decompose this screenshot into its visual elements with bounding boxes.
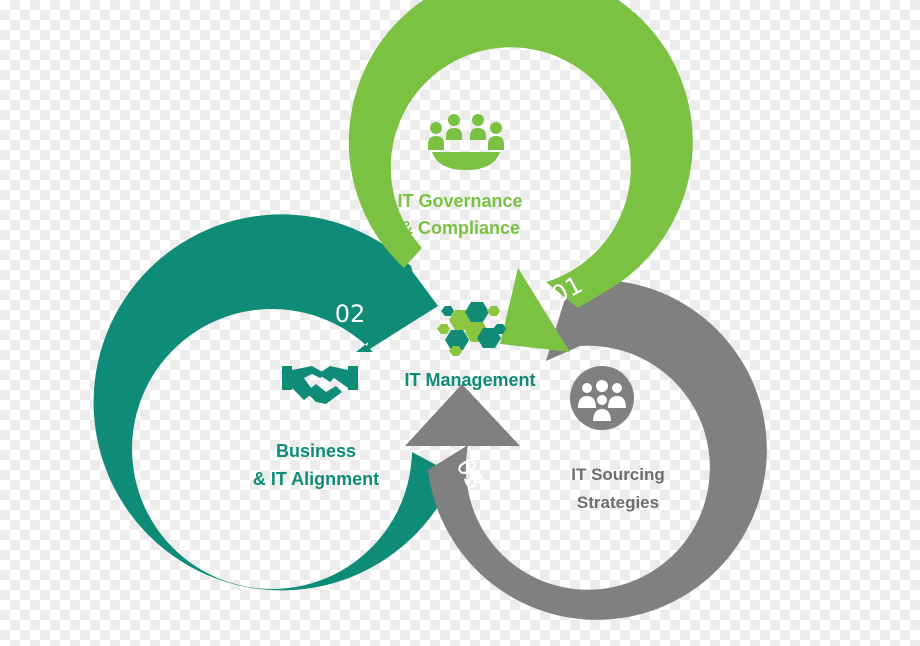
hexagon-cluster-icon <box>437 302 506 356</box>
step-number-02: 02 <box>335 300 366 328</box>
ring-sourcing-arrowhead <box>405 384 520 446</box>
sourcing-label-line1: IT Sourcing <box>571 465 665 484</box>
alignment-label-line1: Business <box>276 441 356 461</box>
center-label: IT Management <box>404 370 535 390</box>
governance-label-line2: & Compliance <box>400 218 520 238</box>
ring-governance <box>348 0 693 352</box>
people-group-icon <box>570 366 634 430</box>
ring-sourcing-arc <box>428 279 767 620</box>
ring-governance-arrowhead <box>500 268 570 352</box>
alignment-label-line2: & IT Alignment <box>253 469 379 489</box>
ring-governance-arc <box>348 0 693 308</box>
sourcing-label-line2: Strategies <box>577 493 659 512</box>
ring-sourcing <box>405 279 767 620</box>
ring-alignment-arrowhead <box>365 252 438 352</box>
ring-alignment-arc <box>93 214 455 591</box>
governance-label-line1: IT Governance <box>397 191 522 211</box>
ring-alignment <box>93 214 455 591</box>
handshake-icon <box>282 366 358 404</box>
meeting-icon <box>428 114 504 170</box>
